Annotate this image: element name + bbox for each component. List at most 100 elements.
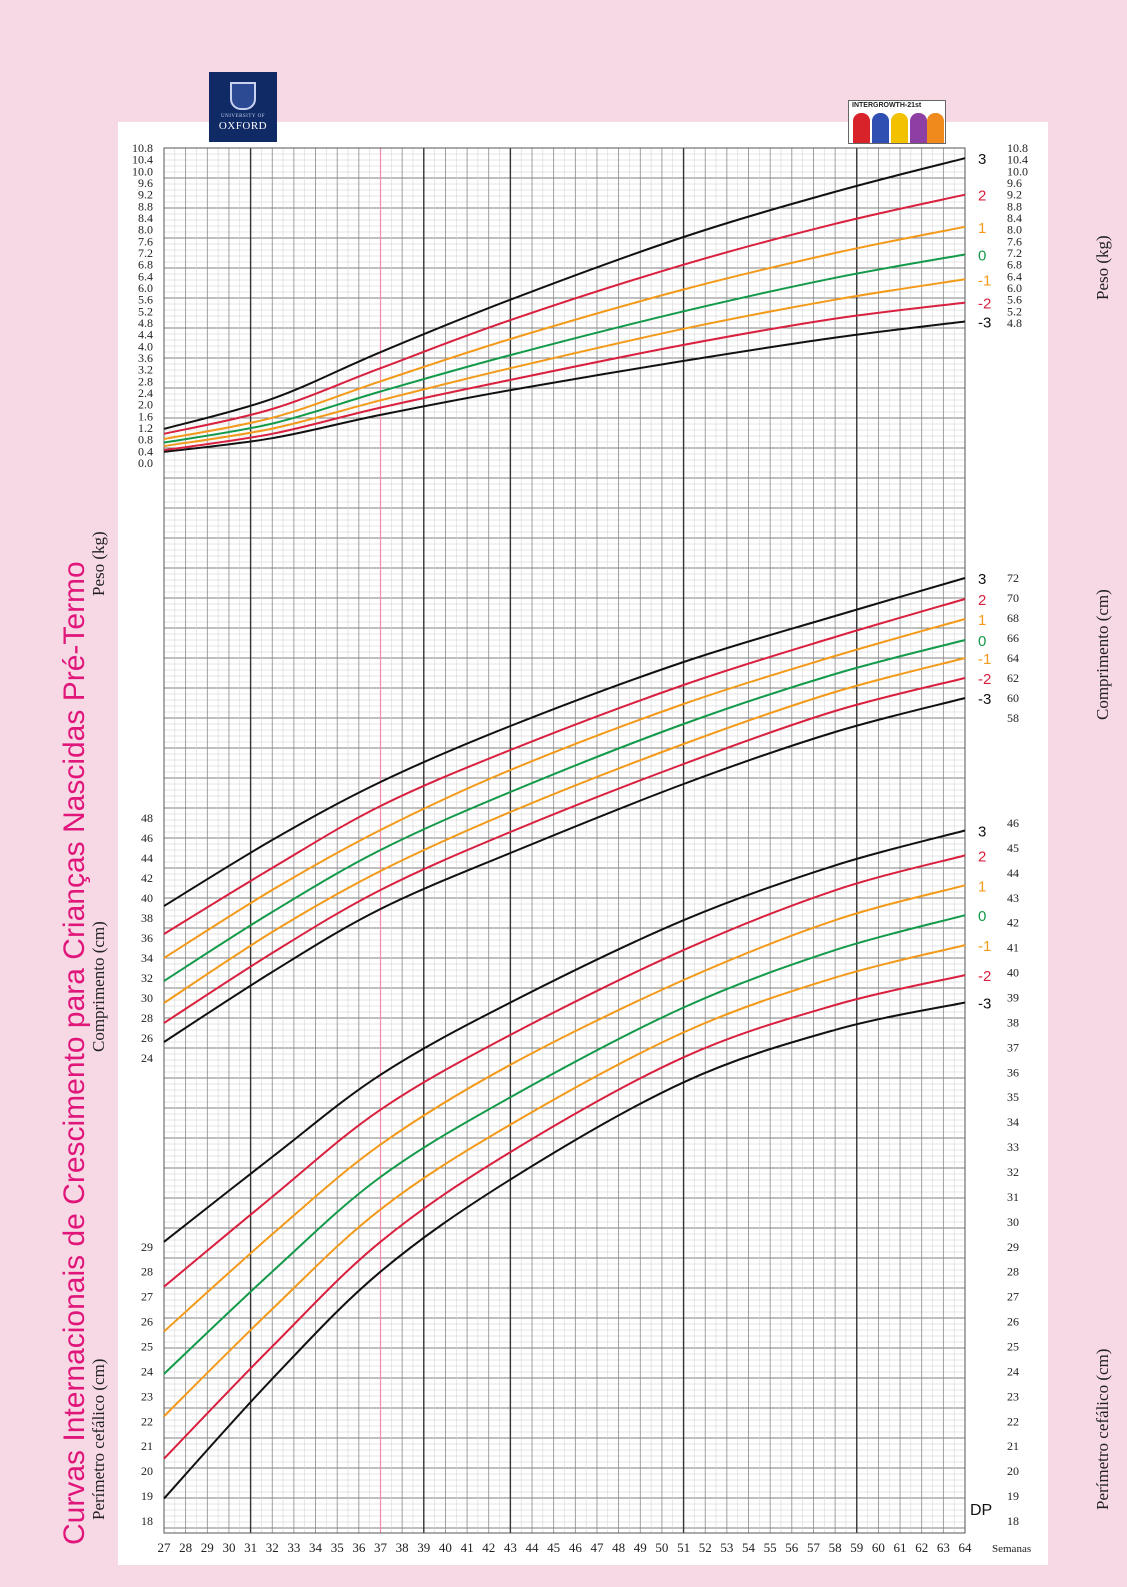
intergrowth-logo-text: INTERGROWTH-21st <box>852 102 922 109</box>
y-tick-label-left: 7.2 <box>138 246 153 260</box>
y-tick-label-right: 38 <box>1007 1015 1019 1029</box>
sd-label: 3 <box>978 823 986 840</box>
y-tick-label-left: 0.4 <box>138 444 153 458</box>
y-tick-label-right: 33 <box>1007 1140 1019 1154</box>
y-tick-label-left: 5.6 <box>138 293 153 307</box>
y-tick-label-left: 26 <box>141 1031 153 1045</box>
y-tick-label-right: 42 <box>1007 916 1019 930</box>
sd-label: 2 <box>978 848 986 865</box>
y-tick-label-left: 2.4 <box>138 386 153 400</box>
y-tick-label-left: 28 <box>141 1011 153 1025</box>
y-tick-label-right: 68 <box>1007 611 1019 625</box>
y-tick-label-left: 27 <box>141 1290 153 1304</box>
oxford-logo: UNIVERSITY OF OXFORD <box>209 72 277 142</box>
y-tick-label-right: 31 <box>1007 1190 1019 1204</box>
x-tick-label: 54 <box>742 1540 756 1555</box>
y-tick-label-right: 20 <box>1007 1464 1019 1478</box>
y-tick-label-left: 1.6 <box>138 409 153 423</box>
y-tick-label-left: 4.4 <box>138 328 153 342</box>
x-tick-label: 59 <box>850 1540 863 1555</box>
y-tick-label-left: 19 <box>141 1489 153 1503</box>
y-tick-label-right: 40 <box>1007 966 1019 980</box>
sd-label: 1 <box>978 220 986 237</box>
y-tick-label-right: 60 <box>1007 691 1019 705</box>
x-tick-label: 51 <box>677 1540 690 1555</box>
y-tick-label-left: 25 <box>141 1340 153 1354</box>
y-tick-label-left: 24 <box>141 1051 153 1065</box>
y-tick-label-left: 38 <box>141 911 153 925</box>
y-tick-label-right: 45 <box>1007 841 1019 855</box>
y-tick-label-left: 7.6 <box>138 234 153 248</box>
y-tick-label-right: 10.8 <box>1007 141 1028 155</box>
x-tick-label: 41 <box>461 1540 474 1555</box>
y-tick-label-right: 43 <box>1007 891 1019 905</box>
x-tick-label: 60 <box>872 1540 885 1555</box>
y-tick-label-left: 10.0 <box>132 164 153 178</box>
y-tick-label-right: 5.2 <box>1007 304 1022 318</box>
x-tick-label: 39 <box>417 1540 430 1555</box>
y-tick-label-right: 25 <box>1007 1340 1019 1354</box>
sd-curve-1 <box>163 225 966 441</box>
y-tick-label-right: 8.8 <box>1007 199 1022 213</box>
sd-label: -2 <box>978 296 991 313</box>
sd-label: 0 <box>978 908 986 925</box>
intergrowth-figure-icon <box>910 113 927 143</box>
perimetro-axis-label-right: Perímetro cefálico (cm) <box>1093 1349 1112 1510</box>
sd-label: -3 <box>978 691 991 708</box>
y-tick-label-right: 37 <box>1007 1040 1019 1054</box>
intergrowth-logo: INTERGROWTH-21st <box>848 100 946 144</box>
x-tick-label: 31 <box>244 1540 257 1555</box>
y-tick-label-right: 27 <box>1007 1290 1019 1304</box>
sd-label: 2 <box>978 592 986 609</box>
y-tick-label-left: 32 <box>141 971 153 985</box>
y-tick-label-right: 62 <box>1007 671 1019 685</box>
y-tick-label-right: 35 <box>1007 1090 1019 1104</box>
y-tick-label-left: 26 <box>141 1315 153 1329</box>
y-tick-label-left: 29 <box>141 1240 153 1254</box>
oxford-logo-small-text: UNIVERSITY OF <box>221 114 265 119</box>
x-tick-label: 35 <box>331 1540 344 1555</box>
x-tick-label: 33 <box>287 1540 300 1555</box>
y-tick-label-right: 6.0 <box>1007 281 1022 295</box>
y-tick-label-left: 6.0 <box>138 281 153 295</box>
y-tick-label-left: 30 <box>141 991 153 1005</box>
x-tick-label: 32 <box>266 1540 279 1555</box>
grid-border <box>163 147 966 1534</box>
y-tick-label-right: 23 <box>1007 1389 1019 1403</box>
x-tick-label: 27 <box>158 1540 172 1555</box>
y-tick-label-right: 26 <box>1007 1315 1019 1329</box>
sd-label: -2 <box>978 671 991 688</box>
y-tick-label-right: 19 <box>1007 1489 1019 1503</box>
x-tick-label: 57 <box>807 1540 821 1555</box>
sd-curve--1 <box>163 944 966 1418</box>
sd-curve-1 <box>163 884 966 1333</box>
sd-curve--3 <box>163 1001 966 1500</box>
sd-curve-1 <box>163 618 966 959</box>
y-tick-label-right: 6.8 <box>1007 258 1022 272</box>
y-tick-label-left: 3.6 <box>138 351 153 365</box>
sd-curve-3 <box>163 577 966 907</box>
sd-curve-3 <box>163 157 966 430</box>
dp-label: DP <box>970 1502 992 1519</box>
chart-curves <box>163 157 966 1500</box>
y-tick-label-right: 44 <box>1007 866 1019 880</box>
sd-curve-3 <box>163 829 966 1243</box>
x-tick-label: 55 <box>764 1540 777 1555</box>
x-tick-label: 46 <box>569 1540 583 1555</box>
sd-label: 3 <box>978 151 986 168</box>
y-tick-label-right: 32 <box>1007 1165 1019 1179</box>
sd-label: -2 <box>978 968 991 985</box>
x-tick-label: 29 <box>201 1540 214 1555</box>
y-tick-label-right: 10.4 <box>1007 153 1028 167</box>
y-tick-label-left: 40 <box>141 891 153 905</box>
y-tick-label-right: 9.6 <box>1007 176 1022 190</box>
x-tick-label: 37 <box>374 1540 388 1555</box>
y-tick-label-right: 22 <box>1007 1414 1019 1428</box>
y-tick-label-left: 4.8 <box>138 316 153 330</box>
x-tick-label: 38 <box>396 1540 409 1555</box>
x-tick-label: 42 <box>482 1540 495 1555</box>
x-tick-label: 50 <box>655 1540 668 1555</box>
x-tick-label: 43 <box>504 1540 517 1555</box>
sd-curve-2 <box>163 193 966 435</box>
x-tick-label: 64 <box>959 1540 973 1555</box>
